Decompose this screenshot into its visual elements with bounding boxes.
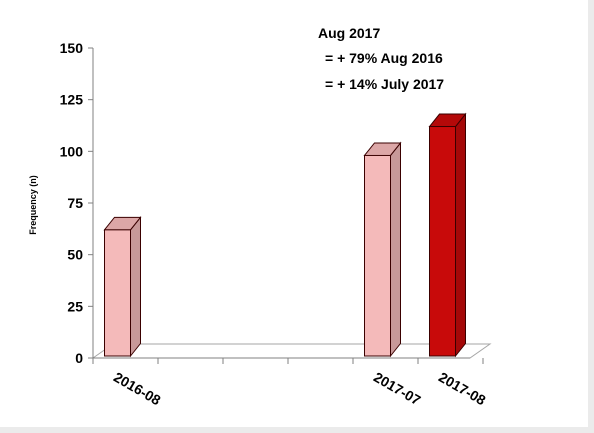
bar-front <box>364 154 391 357</box>
bar <box>363 141 402 358</box>
x-tick-label: 2017-08 <box>436 369 489 409</box>
bar-side <box>130 215 141 358</box>
y-tick-label: 25 <box>67 298 83 314</box>
bar-side <box>455 112 466 358</box>
y-tick-label: 150 <box>60 40 84 56</box>
y-tick-label: 75 <box>67 195 83 211</box>
x-tick-label: 2017-07 <box>371 369 424 409</box>
bar-side <box>390 141 401 358</box>
y-tick-label: 50 <box>67 247 83 263</box>
bar-front <box>429 126 456 357</box>
y-axis-title: Frequency (n) <box>28 175 38 235</box>
x-tick-label: 2016-08 <box>111 369 164 409</box>
y-tick-label: 125 <box>60 92 84 108</box>
annotation-line-3: = + 14% July 2017 <box>325 76 444 92</box>
bar-front <box>104 229 131 357</box>
annotation-line-2: = + 79% Aug 2016 <box>325 50 443 66</box>
y-tick-label: 100 <box>60 143 84 159</box>
y-tick-label: 0 <box>75 350 83 366</box>
bar <box>103 215 142 358</box>
annotation-line-1: Aug 2017 <box>318 25 380 41</box>
bar <box>428 112 467 358</box>
